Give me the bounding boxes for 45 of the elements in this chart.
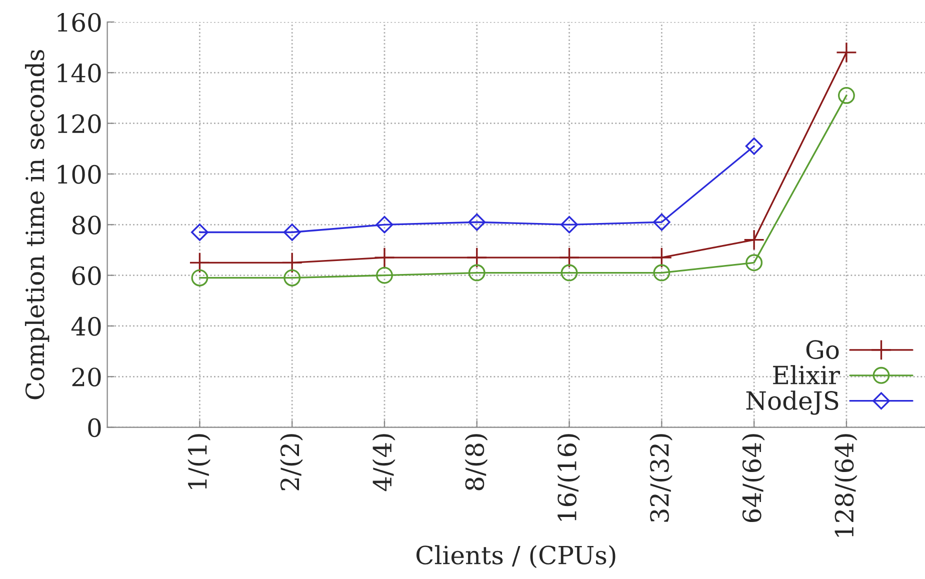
x-tick-label: 32/(32): [650, 434, 672, 522]
y-tick-label: 100: [58, 164, 101, 184]
y-tick-label: 60: [72, 266, 101, 286]
point: [652, 213, 670, 231]
y-tick-label: 80: [72, 216, 101, 235]
point: [468, 264, 486, 282]
point: [560, 216, 578, 234]
x-tick-label: 4/(4): [372, 434, 396, 492]
point: [374, 247, 396, 268]
point: [651, 247, 672, 268]
y-tick-label: 160: [58, 12, 101, 32]
point: [376, 216, 394, 234]
y-tick-label: 40: [71, 316, 101, 336]
point: [283, 224, 301, 241]
x-tick-label: 8/(8): [464, 434, 488, 490]
x-axis-title: Clients / (CPUs): [416, 545, 616, 568]
x-tick-label: 2/(2): [280, 434, 303, 490]
y-tick-label: 120: [58, 114, 101, 134]
point: [838, 86, 855, 104]
y-axis-title: Completion time in seconds: [24, 50, 50, 400]
y-tick-label: 20: [72, 368, 101, 386]
point: [282, 252, 303, 274]
x-tick-label: 64/(64): [742, 434, 765, 522]
x-tick-label: 128/(64): [834, 434, 858, 537]
point: [558, 247, 580, 268]
point: [191, 269, 208, 286]
point: [836, 42, 858, 63]
x-tick-label: 16/(16): [557, 434, 580, 521]
legend-label: Go: [806, 340, 839, 360]
point: [468, 213, 486, 231]
point: [284, 269, 301, 286]
y-tick-label: 140: [58, 64, 101, 83]
legend-label: Elixir: [773, 365, 840, 384]
point: [466, 247, 488, 268]
legend-label: NodeJS: [746, 390, 838, 415]
point: [376, 266, 393, 284]
point: [745, 137, 763, 155]
point: [189, 252, 210, 274]
point: [560, 264, 578, 282]
x-tick-label: 1/(1): [188, 434, 210, 489]
point: [744, 229, 765, 250]
y-tick-label: 0: [88, 418, 101, 438]
point: [191, 224, 208, 241]
point: [653, 264, 670, 282]
point: [746, 254, 763, 272]
